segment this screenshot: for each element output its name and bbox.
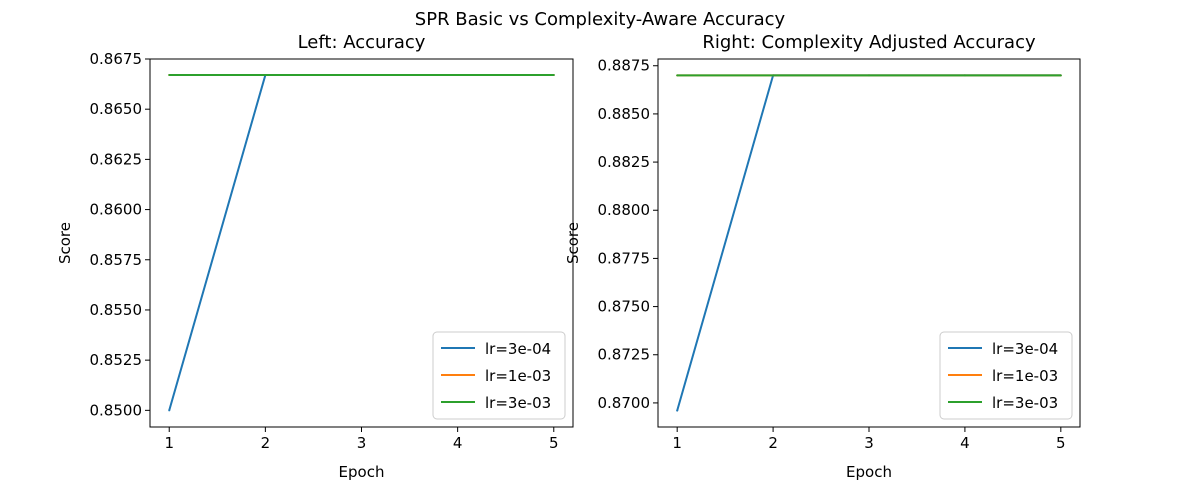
- chart-title: Right: Complexity Adjusted Accuracy: [702, 32, 1036, 53]
- x-tick-label: 4: [453, 434, 463, 452]
- x-tick-label: 1: [672, 434, 682, 452]
- data-point: [1059, 74, 1062, 77]
- data-point: [168, 409, 171, 412]
- x-tick-label: 3: [357, 434, 367, 452]
- y-tick-label: 0.8600: [90, 201, 143, 219]
- x-tick-label: 3: [864, 434, 874, 452]
- x-tick-label: 1: [164, 434, 174, 452]
- y-axis-label: Score: [564, 222, 582, 264]
- y-tick-label: 0.8550: [90, 301, 143, 319]
- y-tick-label: 0.8650: [90, 100, 143, 118]
- x-tick-label: 2: [261, 434, 271, 452]
- data-point: [168, 74, 171, 77]
- legend-label: lr=1e-03: [992, 367, 1058, 385]
- y-tick-label: 0.8850: [598, 105, 651, 123]
- data-point: [963, 74, 966, 77]
- y-tick-label: 0.8675: [90, 50, 143, 68]
- y-tick-label: 0.8625: [90, 150, 143, 168]
- chart-title: Left: Accuracy: [298, 32, 426, 53]
- y-tick-label: 0.8575: [90, 251, 143, 269]
- x-tick-label: 2: [768, 434, 778, 452]
- y-tick-label: 0.8700: [598, 394, 651, 412]
- data-point: [360, 74, 363, 77]
- x-axis-label: Epoch: [339, 463, 385, 480]
- y-tick-label: 0.8750: [598, 298, 651, 316]
- x-axis-label: Epoch: [846, 463, 892, 480]
- y-tick-label: 0.8775: [598, 249, 651, 267]
- y-tick-label: 0.8500: [90, 401, 143, 419]
- legend-label: lr=1e-03: [485, 367, 551, 385]
- data-point: [868, 74, 870, 77]
- legend-box: [432, 331, 566, 420]
- y-tick-label: 0.8875: [598, 57, 651, 75]
- y-tick-label: 0.8525: [90, 351, 143, 369]
- data-point: [552, 74, 555, 77]
- x-tick-label: 5: [549, 434, 559, 452]
- x-tick-label: 4: [960, 434, 970, 452]
- chart-panel-2: Right: Complexity Adjusted Accuracy 1 2 3 4 5…: [564, 32, 1081, 480]
- y-tick-label: 0.8825: [598, 153, 651, 171]
- legend-label: lr=3e-03: [485, 394, 551, 412]
- figure-suptitle: SPR Basic vs Complexity-Aware Accuracy: [415, 9, 786, 30]
- legend-box: [939, 331, 1073, 420]
- data-point: [772, 74, 775, 77]
- x-tick-label: 5: [1056, 434, 1066, 452]
- data-point: [676, 74, 679, 77]
- y-tick-label: 0.8725: [598, 346, 651, 364]
- legend-label: lr=3e-04: [992, 340, 1058, 358]
- y-tick-label: 0.8800: [598, 201, 651, 219]
- data-point: [456, 74, 459, 77]
- data-point: [264, 74, 267, 77]
- y-axis-label: Score: [56, 222, 74, 264]
- legend-label: lr=3e-03: [992, 394, 1058, 412]
- chart-panel-1: Left: Accuracy 1 2 3 4 5 0.8500 0.8525 0.8550 0.8…: [56, 32, 574, 480]
- data-point: [676, 409, 679, 412]
- legend-label: lr=3e-04: [485, 340, 551, 358]
